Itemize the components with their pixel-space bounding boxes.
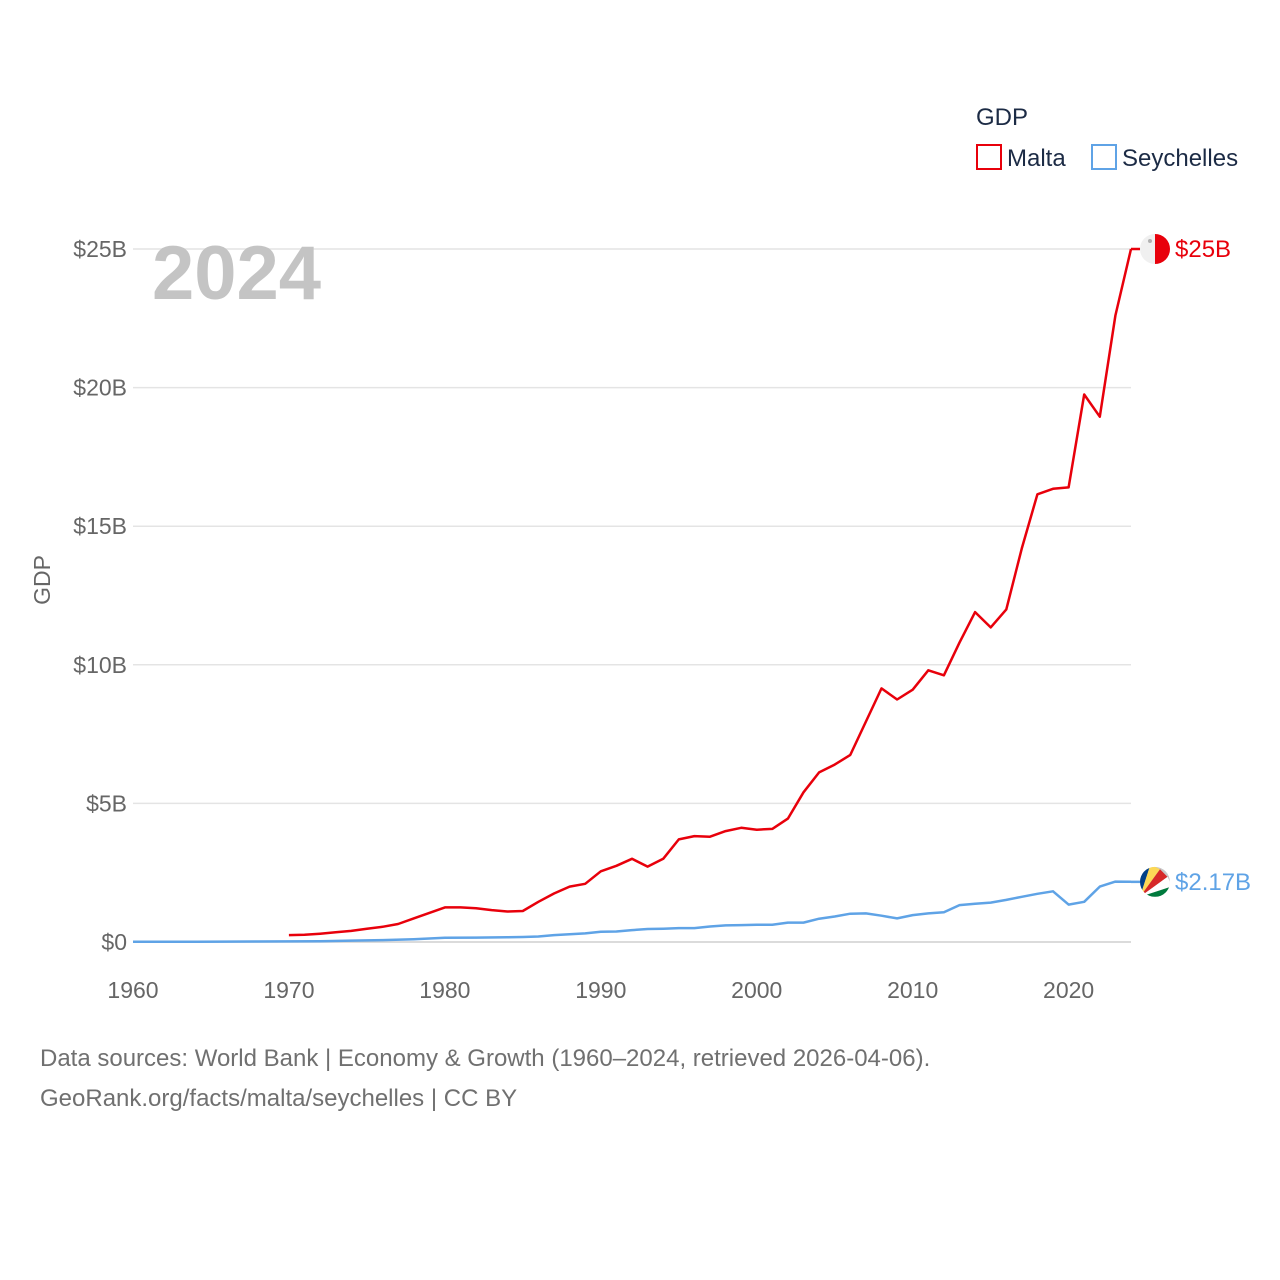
malta-end-value-label: $25B [1175, 236, 1231, 263]
x-tick-label: 1980 [419, 977, 470, 1003]
y-tick-label: $10B [73, 652, 127, 678]
legend-swatch-seychelles [1091, 144, 1117, 170]
x-tick-label: 1990 [575, 977, 626, 1003]
y-axis-ticks: $0 $5B $10B $15B $20B $25B [73, 236, 127, 955]
y-tick-label: $25B [73, 236, 127, 262]
seychelles-flag-icon [1140, 866, 1170, 897]
y-tick-label: $20B [73, 375, 127, 401]
seychelles-end-value-label: $2.17B [1175, 869, 1251, 896]
y-axis-title: GDP [29, 555, 55, 605]
series-line-malta[interactable] [288, 248, 1133, 937]
x-tick-label: 2020 [1043, 977, 1094, 1003]
x-axis-ticks: 1960 1970 1980 1990 2000 2010 2020 [107, 977, 1094, 1003]
x-tick-label: 2000 [731, 977, 782, 1003]
y-tick-label: $5B [86, 790, 127, 816]
x-tick-label: 1960 [107, 977, 158, 1003]
y-tick-label: $0 [101, 929, 127, 955]
y-tick-label: $15B [73, 513, 127, 539]
current-year-label: 2024 [152, 231, 321, 316]
x-tick-label: 1970 [263, 977, 314, 1003]
legend-label-seychelles: Seychelles [1122, 145, 1238, 172]
series-line-seychelles[interactable] [133, 880, 1132, 943]
footer-source-line: Data sources: World Bank | Economy & Gro… [40, 1045, 931, 1072]
footer-credit-line: GeoRank.org/facts/malta/seychelles | CC … [40, 1085, 518, 1112]
gridlines [133, 248, 1131, 943]
legend-item-malta[interactable]: Malta [976, 144, 1066, 172]
legend-swatch-malta [976, 144, 1002, 170]
legend-item-seychelles[interactable]: Seychelles [1091, 144, 1238, 172]
legend-title: GDP [976, 104, 1028, 131]
legend: GDP Malta Seychelles [976, 104, 1238, 172]
x-tick-label: 2010 [887, 977, 938, 1003]
malta-flag-icon [1140, 234, 1170, 264]
series-lines [133, 247, 1140, 943]
legend-label-malta: Malta [1007, 145, 1066, 172]
